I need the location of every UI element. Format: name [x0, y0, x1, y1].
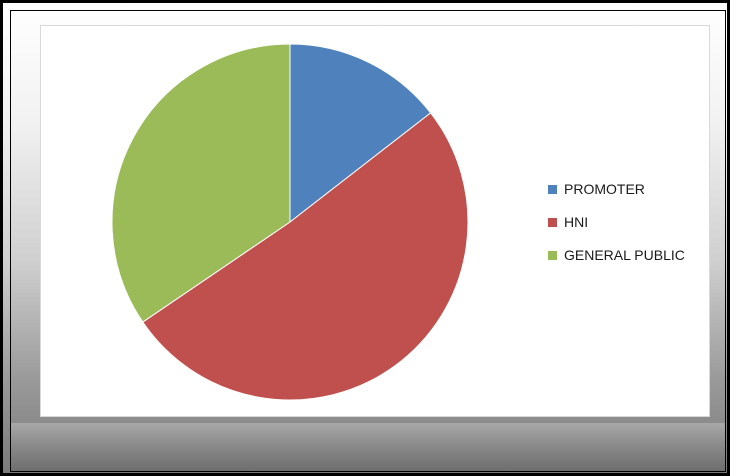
pie-slice-hni [142, 112, 469, 401]
chart-bottom-band [11, 423, 725, 471]
pie-chart [111, 43, 469, 401]
pie-slice-promoter [289, 43, 432, 224]
legend-label-promoter: PROMOTER [564, 181, 645, 197]
chart-legend: PROMOTER HNI GENERAL PUBLIC [548, 178, 685, 277]
chart-inner-border [10, 10, 726, 472]
legend-swatch-promoter [548, 184, 557, 194]
legend-item-hni: HNI [548, 211, 685, 233]
legend-swatch-hni [548, 217, 557, 227]
legend-item-promoter: PROMOTER [548, 178, 685, 200]
legend-label-general-public: GENERAL PUBLIC [564, 247, 685, 263]
legend-label-hni: HNI [564, 214, 589, 230]
legend-swatch-general-public [548, 250, 557, 260]
pie-slice-general-public [111, 43, 291, 323]
legend-item-general-public: GENERAL PUBLIC [548, 244, 685, 266]
